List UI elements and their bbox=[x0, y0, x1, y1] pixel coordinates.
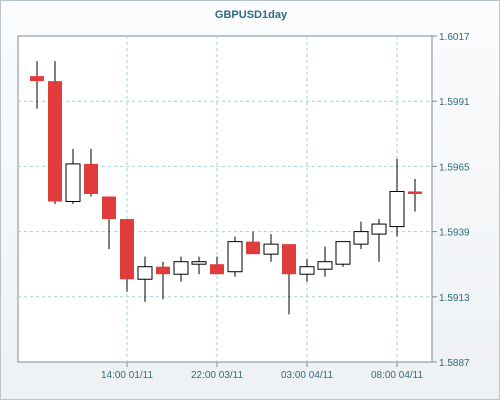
candle bbox=[246, 231, 260, 255]
candle-body-bull bbox=[317, 261, 333, 270]
candle bbox=[84, 148, 98, 197]
candle bbox=[389, 158, 405, 237]
candle bbox=[48, 61, 62, 205]
candle-body-bull bbox=[137, 266, 153, 280]
candle-body-bull bbox=[191, 261, 207, 265]
candle bbox=[102, 196, 116, 250]
candle-body-bear bbox=[48, 81, 62, 202]
candles bbox=[30, 61, 422, 315]
candle-body-bear bbox=[210, 264, 224, 275]
x-axis: 14:00 01/11 22:00 03/11 03:00 04/11 08:00 0… bbox=[101, 362, 424, 381]
y-tick-label: 1.5913 bbox=[439, 293, 470, 304]
y-tick-label: 1.5887 bbox=[439, 358, 470, 369]
candle bbox=[353, 221, 369, 250]
x-tick-label: 03:00 04/11 bbox=[281, 370, 334, 381]
candle-body-bull bbox=[227, 241, 243, 273]
candle bbox=[408, 178, 422, 212]
candle-body-bull bbox=[299, 266, 315, 275]
candle-body-bear bbox=[408, 191, 422, 194]
candle bbox=[335, 241, 351, 267]
candle-body-bear bbox=[102, 196, 116, 220]
x-tick-label: 14:00 01/11 bbox=[101, 370, 154, 381]
candle bbox=[299, 259, 315, 282]
y-tick-label: 1.5965 bbox=[439, 162, 470, 173]
x-tick-label: 08:00 04/11 bbox=[371, 370, 424, 381]
y-tick-label: 1.6017 bbox=[439, 32, 470, 43]
candle bbox=[317, 246, 333, 277]
candle bbox=[210, 256, 224, 275]
candle bbox=[30, 61, 44, 109]
x-tick-label: 22:00 03/11 bbox=[191, 370, 244, 381]
candle-body-bull bbox=[371, 223, 387, 235]
candle bbox=[120, 219, 134, 292]
candle bbox=[156, 261, 170, 300]
candle-body-bear bbox=[84, 163, 98, 194]
y-axis: 1.5887 1.5913 1.5939 1.5965 1.5991 1.6017 bbox=[432, 32, 470, 369]
chart-title: GBPUSD1day bbox=[214, 9, 288, 21]
candle bbox=[137, 256, 153, 302]
candle-body-bull bbox=[335, 241, 351, 265]
candle bbox=[191, 256, 207, 275]
candle bbox=[173, 256, 189, 282]
candle bbox=[371, 219, 387, 262]
candle-body-bear bbox=[282, 244, 296, 275]
candle-body-bull bbox=[173, 261, 189, 275]
candle-body-bull bbox=[65, 163, 81, 203]
candle bbox=[227, 236, 243, 277]
candle bbox=[263, 234, 279, 262]
candle bbox=[65, 148, 81, 205]
candle-body-bull bbox=[389, 190, 405, 228]
candle-body-bear bbox=[120, 219, 134, 280]
candle-body-bear bbox=[156, 266, 170, 275]
y-tick-label: 1.5991 bbox=[439, 97, 470, 108]
candle-body-bear bbox=[30, 76, 44, 82]
candle-body-bull bbox=[263, 243, 279, 255]
candle bbox=[282, 244, 296, 315]
candle-body-bear bbox=[246, 241, 260, 255]
y-tick-label: 1.5939 bbox=[439, 228, 470, 239]
plot-area bbox=[17, 35, 433, 363]
candle-body-bull bbox=[353, 231, 369, 245]
